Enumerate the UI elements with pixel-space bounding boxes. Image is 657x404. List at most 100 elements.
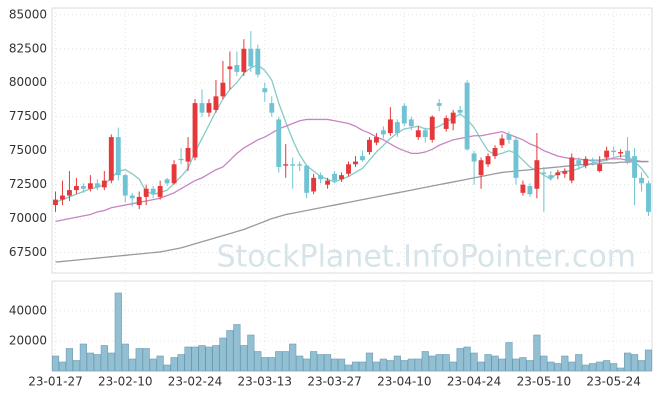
volume-bar [156, 355, 164, 372]
volume-bar [456, 348, 464, 372]
volume-bar [107, 352, 115, 372]
candle-body [625, 150, 631, 162]
volume-bar [149, 358, 157, 372]
volume-bar [365, 352, 374, 372]
volume-bar [477, 361, 485, 372]
volume-bar [310, 351, 318, 372]
candle-body [360, 156, 365, 161]
y-tick-label: 72500 [9, 177, 47, 191]
x-tick-label: 23-03-13 [238, 375, 292, 389]
candle-body [157, 186, 163, 197]
volume-bar [519, 357, 527, 372]
x-tick-label: 23-05-24 [586, 375, 640, 389]
candle-body [178, 158, 184, 161]
candle-body [527, 186, 533, 195]
candle-body [290, 164, 296, 166]
candle-body [401, 105, 407, 124]
volume-bar [282, 351, 290, 372]
candle-body [639, 177, 644, 184]
volume-bar [261, 357, 269, 372]
volume-bar [177, 354, 185, 372]
candle-body [227, 66, 233, 70]
candle-body [248, 48, 254, 67]
candle-body [283, 164, 289, 166]
volume-bar [303, 358, 311, 372]
candle-body [478, 160, 484, 176]
x-tick-label: 23-03-27 [307, 375, 361, 389]
volume-bar [624, 352, 632, 372]
volume-tick-label: 20000 [9, 334, 47, 348]
volume-bar [596, 361, 604, 372]
volume-bar [603, 360, 611, 372]
candle-body [136, 196, 142, 206]
volume-bar [254, 351, 262, 372]
candle-body [408, 119, 414, 127]
candle-body [541, 172, 547, 174]
candle-body [415, 130, 421, 138]
x-tick-label: 23-02-24 [168, 375, 222, 389]
candle-body [185, 147, 191, 162]
candle-body [380, 130, 386, 135]
candle-body [632, 156, 637, 178]
volume-bar [568, 361, 576, 372]
candle-body [499, 138, 505, 146]
volume-bar [561, 355, 569, 372]
candle-body [199, 103, 205, 113]
candle-body [108, 137, 114, 181]
candle-body [646, 183, 651, 212]
volume-bar [330, 358, 339, 372]
candle-body [80, 186, 86, 189]
moving-average [55, 160, 649, 263]
volume-bar [610, 363, 618, 372]
volume-tick-label: 40000 [9, 304, 47, 318]
candle-body [206, 103, 212, 113]
volume-bar [470, 352, 478, 372]
candle-body [101, 180, 107, 188]
volume-bar [533, 334, 541, 372]
candle-body [353, 161, 358, 165]
volume-bar [379, 358, 387, 372]
volume-bar [407, 358, 415, 372]
volume-bar [351, 361, 360, 372]
candle-body [611, 150, 617, 153]
candle-body [520, 184, 526, 193]
candle-body [583, 158, 589, 166]
volume-bar [233, 324, 241, 372]
candle-body [262, 88, 268, 93]
volume-bar [170, 357, 178, 372]
volume-bar [79, 343, 87, 372]
volume-bar [589, 363, 597, 372]
volume-bar [484, 354, 492, 372]
candle-body [485, 156, 491, 165]
candle-body [220, 82, 226, 97]
candle-body [436, 103, 442, 106]
volume-bar [344, 364, 353, 372]
candle-body [534, 160, 540, 189]
volume-bar [428, 355, 436, 372]
volume-bar [498, 358, 506, 372]
volume-bar [275, 351, 283, 372]
candle-body [164, 179, 170, 184]
candle-body [73, 186, 79, 191]
candle-body [67, 190, 72, 196]
candle-body [373, 137, 379, 143]
x-tick-label: 23-01-27 [28, 375, 82, 389]
volume-bar [212, 345, 220, 372]
x-tick-label: 23-04-10 [377, 375, 431, 389]
y-tick-label: 75000 [9, 143, 47, 157]
volume-bar [512, 358, 520, 372]
volume-bar [289, 343, 297, 372]
volume-bar [337, 358, 346, 372]
volume-bar [421, 351, 429, 372]
volume-bar [86, 352, 94, 372]
candle-body [367, 139, 372, 153]
volume-bar [219, 337, 227, 372]
candle-body [150, 188, 156, 195]
candle-body [53, 199, 58, 206]
candle-body [115, 137, 121, 176]
candle-body [87, 183, 93, 189]
volume-bar [268, 357, 276, 372]
volume-bar [414, 358, 422, 372]
volume-bar [247, 334, 255, 372]
